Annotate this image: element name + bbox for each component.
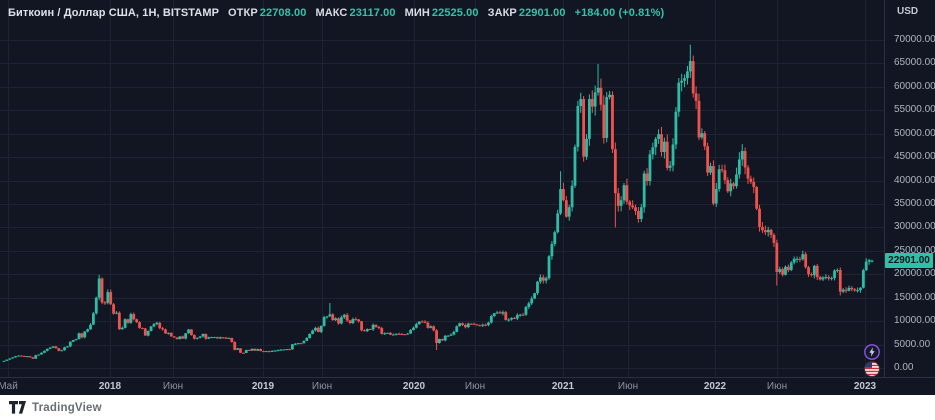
price-tick-5000: 5000.00 [894,338,931,350]
time-tick-2: Июн [162,381,184,392]
price-tick-15000: 15000.00 [894,291,935,303]
legend-field-label-2: МИН [404,7,430,19]
legend-field-value-1: 23117.00 [349,7,396,19]
chart-panel: Биткоин / Доллар США, 1Н, BITSTAMP ОТКР 22… [0,0,935,395]
price-tick-0: 0.00 [894,362,914,373]
legend-field-value-2: 22525.00 [431,7,479,19]
candlestick-chart-canvas[interactable] [0,0,935,394]
legend-field-label-3: ЗАКР [487,7,517,19]
time-tick-8: Июн [617,381,639,392]
price-tick-40000: 40000.00 [894,174,935,186]
time-tick-1: 2018 [98,381,122,392]
price-tick-50000: 50000.00 [894,127,935,139]
lightning-icon [864,344,880,360]
price-tick-30000: 30000.00 [894,221,935,233]
currency-label: USD [897,6,919,17]
tradingview-logo[interactable]: TradingView [9,401,102,414]
us-flag-icon [864,361,880,377]
price-tick-65000: 65000.00 [894,57,935,69]
legend-field-value-0: 22708.00 [259,7,307,19]
tradingview-logo-text: TradingView [32,401,102,414]
time-tick-10: Июн [766,381,788,392]
price-tick-20000: 20000.00 [894,268,935,280]
time-tick-11: 2023 [853,381,877,392]
legend-field-label-1: МАКС [315,7,348,19]
price-tick-10000: 10000.00 [894,315,935,327]
time-tick-7: 2021 [551,381,575,392]
time-axis[interactable]: Май 2018 Июн 2019 Июн 2020 Июн 2021 Июн 2022 Июн 20… [0,377,935,395]
ohlc-legend: ОТКР 22708.00 МАКС 23117.00 МИН 22525.00 ЗАКР 2… [219,7,566,19]
time-tick-4: Июн [311,381,333,392]
time-tick-6: Июн [464,381,486,392]
legend-field-value-3: 22901.00 [518,7,566,19]
time-tick-3: 2019 [251,381,275,392]
price-axis[interactable]: USD 70000.00 65000.00 60000.00 55000.00 5000… [884,0,935,377]
chart-legend: Биткоин / Доллар США, 1Н, BITSTAMP ОТКР 22… [8,7,664,21]
symbol-title[interactable]: Биткоин / Доллар США, 1Н, BITSTAMP [8,7,220,19]
price-tick-55000: 55000.00 [894,104,935,116]
price-tick-70000: 70000.00 [894,34,935,45]
time-tick-5: 2020 [402,381,426,392]
legend-field-label-0: ОТКР [228,7,258,19]
price-tick-60000: 60000.00 [894,80,935,92]
last-price-tag: 22901.00 [885,253,933,269]
time-tick-0: Май [0,381,18,392]
footer-bar: TradingView [0,394,935,420]
tradingview-logo-icon [9,401,26,414]
price-tick-45000: 45000.00 [894,151,935,163]
price-tick-35000: 35000.00 [894,198,935,209]
price-change: +184.00 (+0.81%) [574,7,665,19]
time-tick-9: 2022 [703,381,727,392]
price-tick-25000: 25000.00 [894,244,935,256]
